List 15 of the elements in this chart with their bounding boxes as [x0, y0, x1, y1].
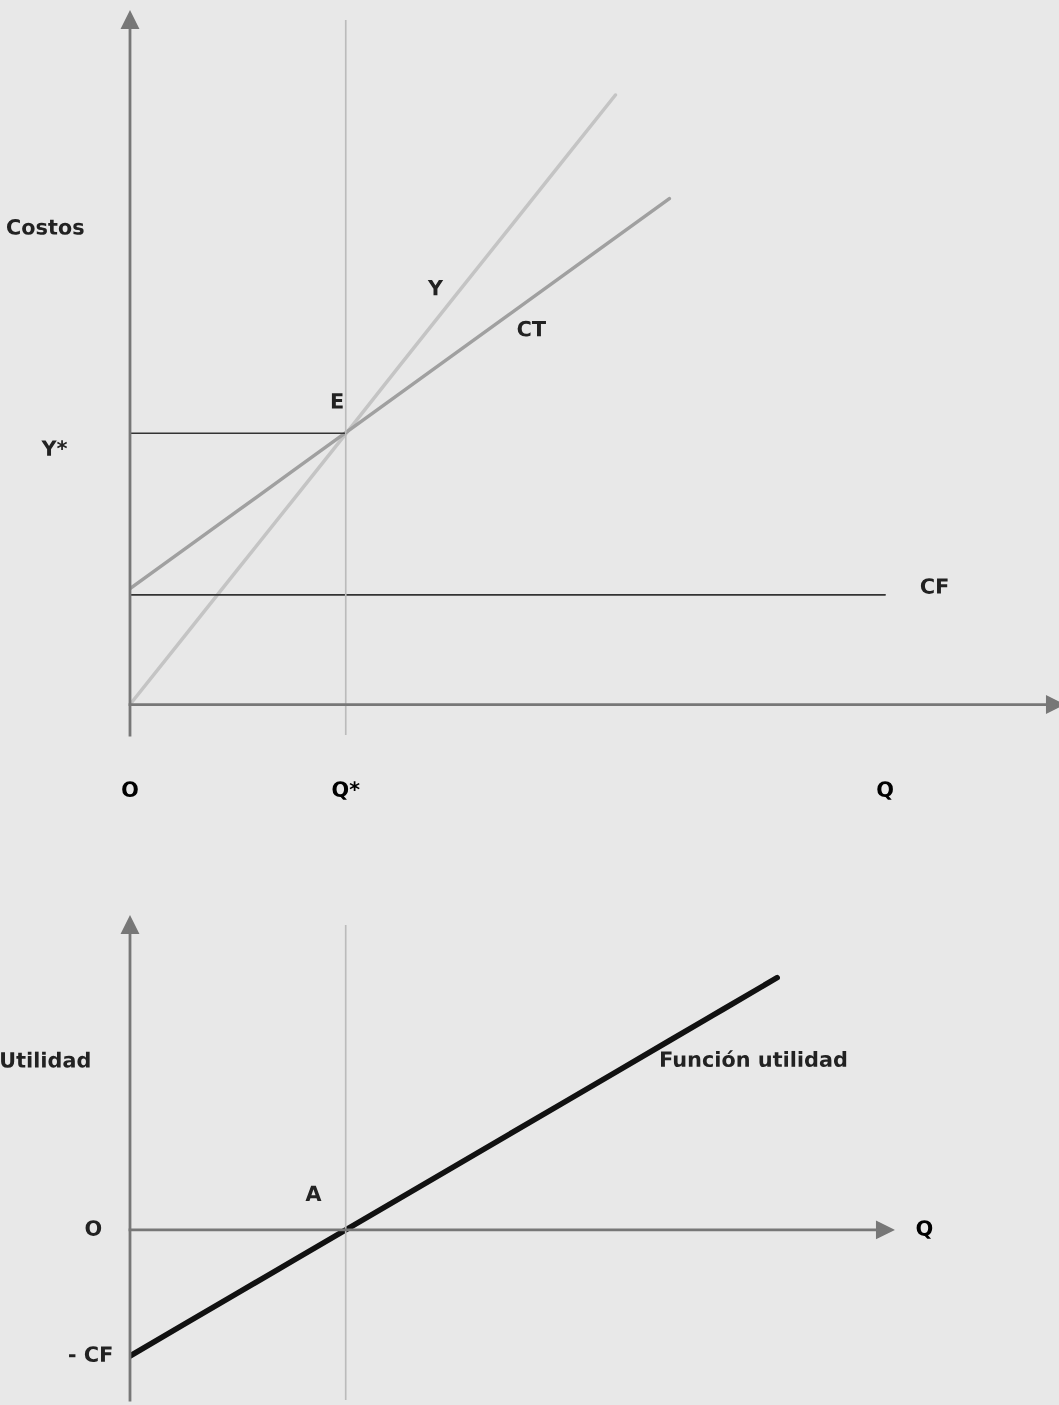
- x-tick-label: Q: [877, 781, 893, 800]
- annotation: A: [305, 1185, 322, 1201]
- series-label: CT: [517, 320, 546, 337]
- series-label: Función utilidad: [661, 1050, 847, 1068]
- text: - CF: [69, 1346, 112, 1363]
- x-axis-title: Q: [916, 1220, 933, 1239]
- series-label: Y: [427, 279, 444, 296]
- x-tick-label: O: [122, 781, 138, 798]
- x-tick-label: Q*: [332, 781, 360, 800]
- y-axis-title: Costos: [6, 219, 84, 235]
- y-axis-title: Utilidad: [1, 1051, 90, 1068]
- annotation: E: [331, 393, 343, 409]
- series-label: CF: [920, 578, 948, 594]
- text: O: [85, 1220, 102, 1236]
- text: Y*: [41, 440, 68, 456]
